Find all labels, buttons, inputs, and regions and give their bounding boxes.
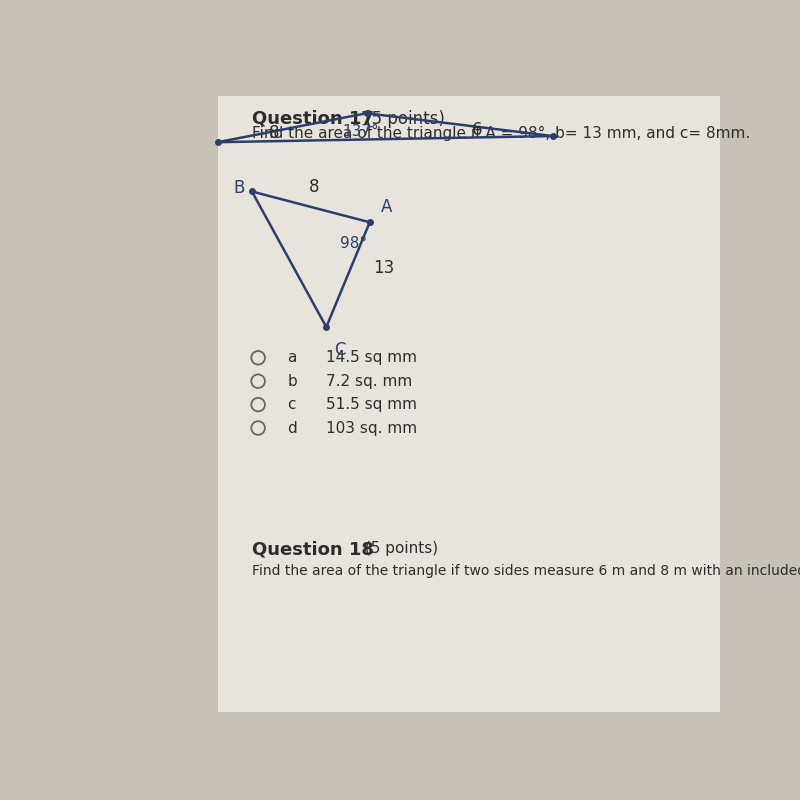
Text: 8: 8 xyxy=(270,124,280,142)
Text: Find the area of the triangle if A = 98°, b= 13 mm, and c= 8mm.: Find the area of the triangle if A = 98°… xyxy=(252,126,750,141)
Text: c: c xyxy=(287,397,296,412)
Text: 13: 13 xyxy=(373,259,394,278)
Text: 103 sq. mm: 103 sq. mm xyxy=(326,421,418,435)
Text: 51.5 sq mm: 51.5 sq mm xyxy=(326,397,418,412)
Text: d: d xyxy=(287,421,297,435)
Text: Question 18: Question 18 xyxy=(252,541,374,558)
Text: 137°: 137° xyxy=(342,124,378,139)
FancyBboxPatch shape xyxy=(218,96,720,712)
Text: 8: 8 xyxy=(309,178,319,196)
Text: b: b xyxy=(287,374,297,389)
Text: 98°: 98° xyxy=(340,236,367,251)
Text: Question 17: Question 17 xyxy=(252,110,374,127)
Text: Find the area of the triangle if two sides measure 6 m and 8 m with an included : Find the area of the triangle if two sid… xyxy=(252,564,800,578)
Text: 14.5 sq mm: 14.5 sq mm xyxy=(326,350,418,366)
Text: 6: 6 xyxy=(472,121,482,138)
Text: A: A xyxy=(381,198,392,216)
Text: C: C xyxy=(334,341,346,358)
Text: 7.2 sq. mm: 7.2 sq. mm xyxy=(326,374,413,389)
Text: B: B xyxy=(233,179,245,198)
Text: (5 points): (5 points) xyxy=(360,110,446,127)
Text: a: a xyxy=(287,350,297,366)
Text: (5 points): (5 points) xyxy=(360,541,438,556)
